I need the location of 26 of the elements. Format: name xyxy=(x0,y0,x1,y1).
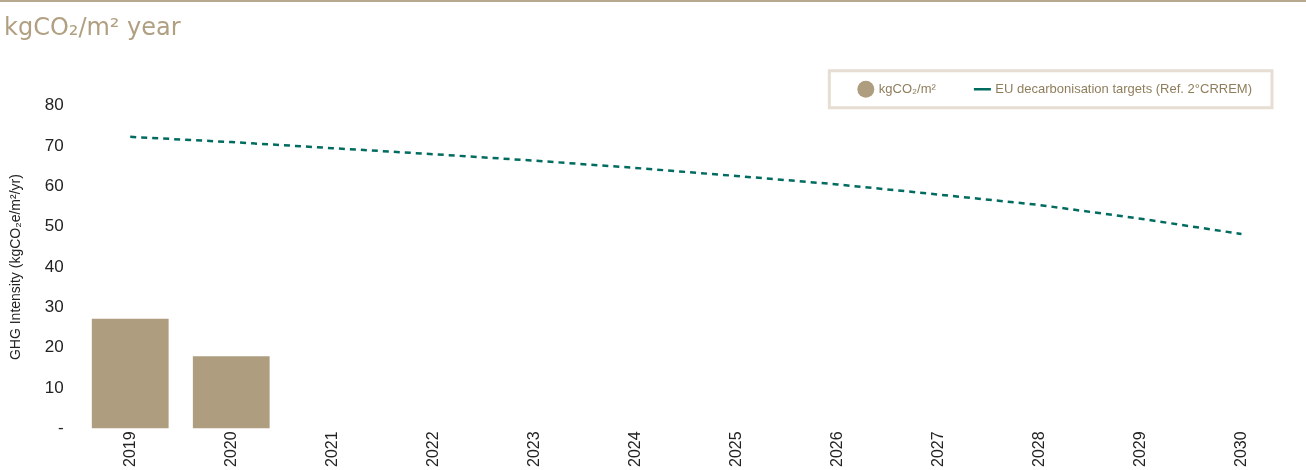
y-axis-title: GHG Intensity (kgCO₂e/m²/yr) xyxy=(7,174,24,361)
y-tick-label: 10 xyxy=(44,377,64,397)
x-tick-label: 2026 xyxy=(827,431,845,467)
y-tick-label: 40 xyxy=(44,256,64,276)
x-tick-label: 2025 xyxy=(726,431,744,467)
y-tick-label: 30 xyxy=(44,297,64,317)
x-tick-label: 2030 xyxy=(1231,431,1249,467)
y-tick-label: 80 xyxy=(44,95,64,115)
x-tick-label: 2020 xyxy=(221,431,239,467)
y-tick-label: 50 xyxy=(44,216,64,236)
x-tick-label: 2023 xyxy=(524,431,542,467)
y-tick-label: 70 xyxy=(44,135,64,155)
chart-title: kgCO₂/m² year xyxy=(4,12,181,41)
x-tick-label: 2027 xyxy=(928,431,946,467)
y-tick-label: 60 xyxy=(44,176,64,196)
x-tick-label: 2028 xyxy=(1029,431,1047,467)
y-tick-label: 20 xyxy=(44,337,64,357)
legend-label: EU decarbonisation targets (Ref. 2°CRREM) xyxy=(995,80,1253,96)
legend-label: kgCO₂/m² xyxy=(878,80,937,96)
x-tick-label: 2029 xyxy=(1130,431,1148,467)
line-series xyxy=(128,135,1243,236)
x-tick-label: 2022 xyxy=(423,431,441,467)
x-tick-label: 2019 xyxy=(120,431,138,467)
x-tick-label: 2024 xyxy=(625,431,643,467)
y-tick-label: - xyxy=(58,418,64,438)
x-tick-label: 2021 xyxy=(322,431,340,467)
